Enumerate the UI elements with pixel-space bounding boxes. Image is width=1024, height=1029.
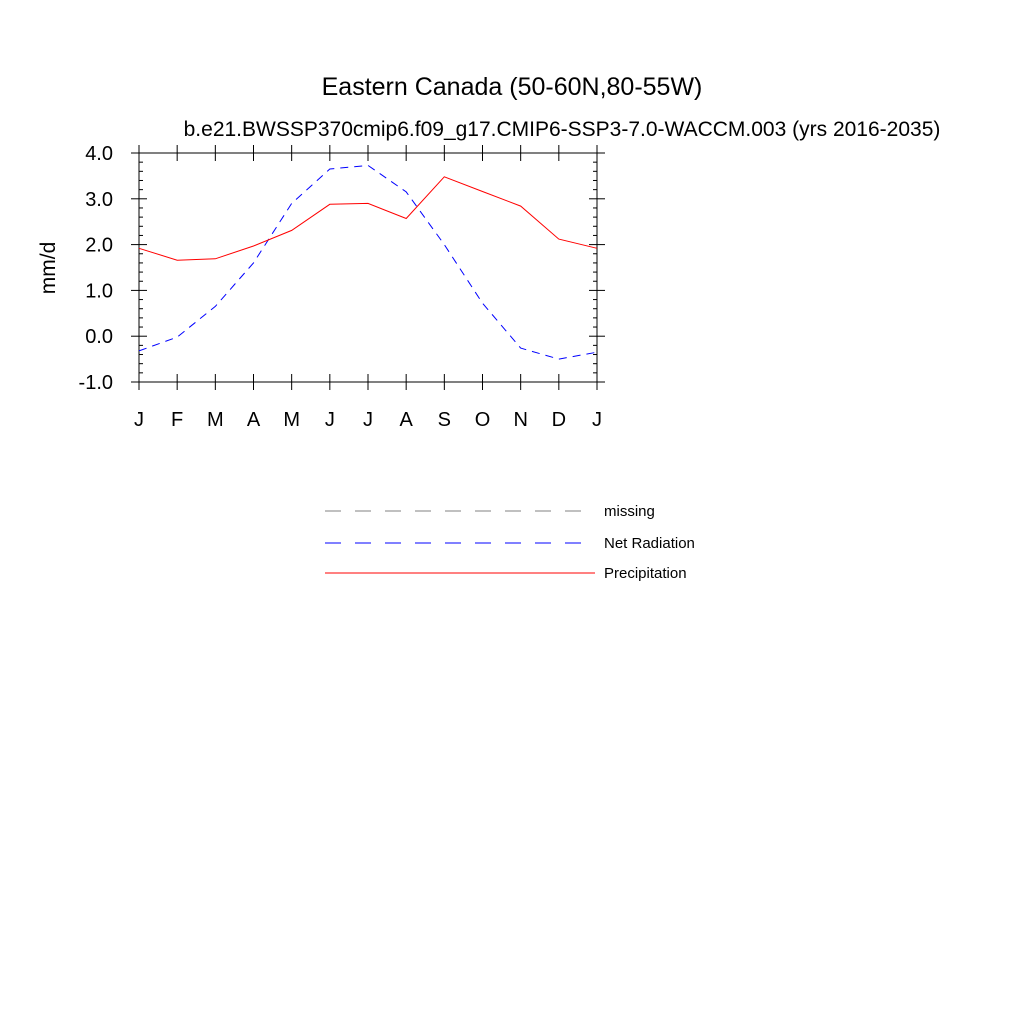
y-tick-label: -1.0 [79,372,113,394]
x-tick-label: A [399,409,413,431]
x-tick-label: D [552,409,566,431]
legend-label: Precipitation [604,565,687,582]
x-tick-label: F [171,409,183,431]
chart-subtitle: b.e21.BWSSP370cmip6.f09_g17.CMIP6-SSP3-7… [184,118,941,141]
x-tick-label: J [134,409,144,431]
x-tick-label: J [325,409,335,431]
y-tick-label: 0.0 [85,326,113,348]
series-line-net-radiation [138,164,598,360]
x-tick-label: M [283,409,300,431]
plot-frame [138,152,598,383]
y-axis-label: mm/d [37,242,60,295]
series-line-precipitation [138,176,598,261]
y-tick-label: 1.0 [85,280,113,302]
chart-title: Eastern Canada (50-60N,80-55W) [322,73,703,101]
y-tick-label: 3.0 [85,189,113,211]
legend: missing Net Radiation Precipitation [325,503,695,582]
plot-area: 4.03.02.01.00.0-1.0J F M A M J J A S O N D J [79,143,605,431]
x-tick-label: J [363,409,373,431]
x-tick-label: N [513,409,527,431]
x-tick-label: O [475,409,491,431]
y-tick-label: 2.0 [85,235,113,257]
x-tick-label: M [207,409,224,431]
x-tick-label: J [592,409,602,431]
x-tick-label: S [438,409,451,431]
legend-label: missing [604,503,655,520]
legend-label: Net Radiation [604,535,695,552]
x-tick-label: A [247,409,261,431]
y-tick-label: 4.0 [85,143,113,165]
